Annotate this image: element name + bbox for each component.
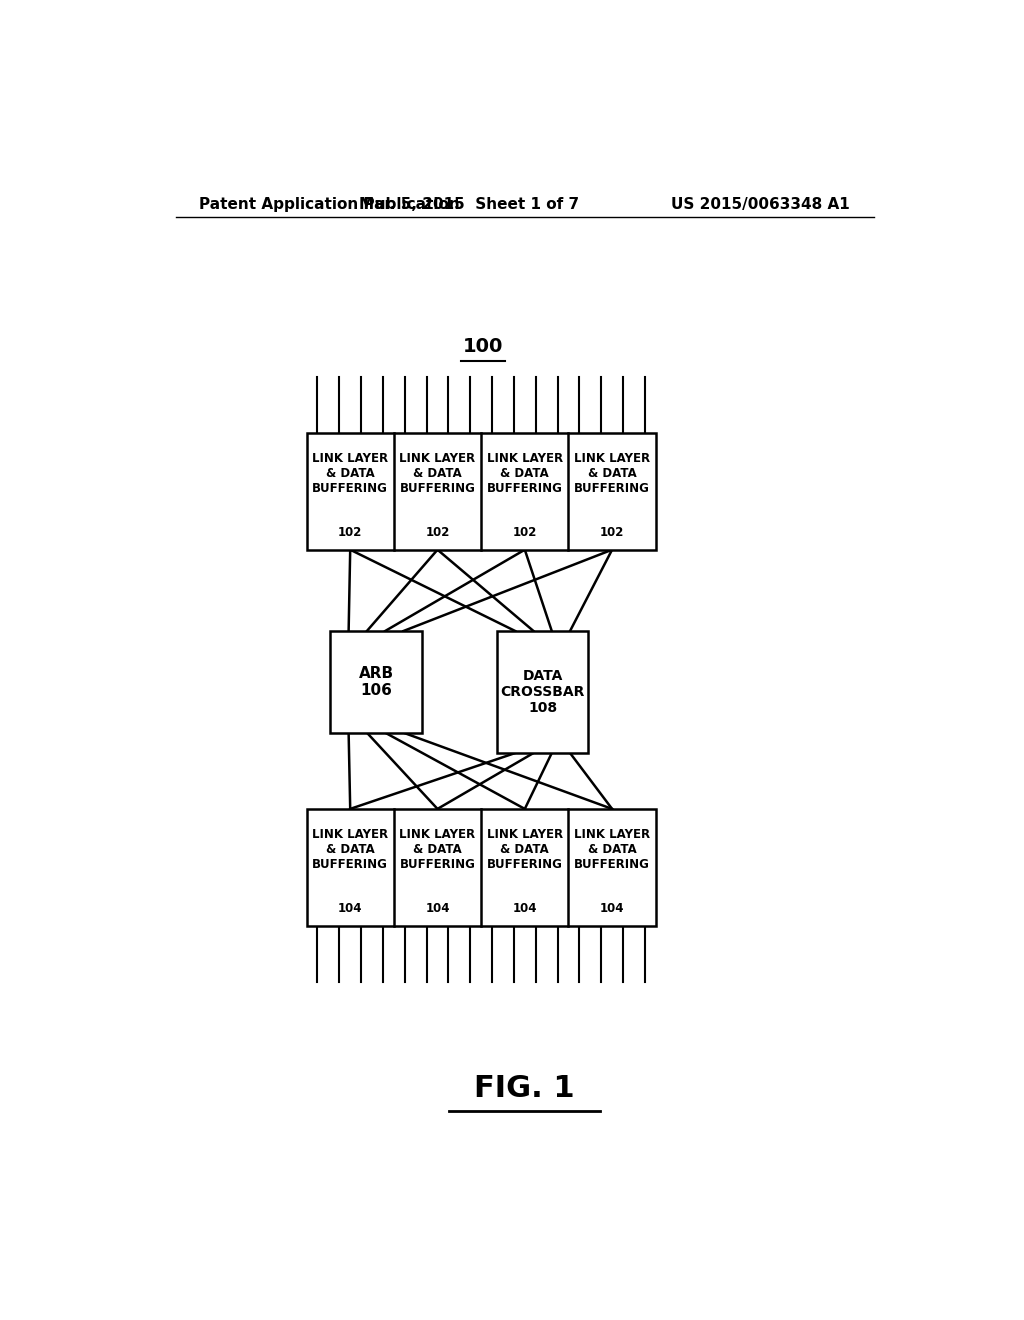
- Text: ARB
106: ARB 106: [358, 665, 393, 698]
- Text: 104: 104: [513, 902, 537, 915]
- Text: Mar. 5, 2015  Sheet 1 of 7: Mar. 5, 2015 Sheet 1 of 7: [359, 197, 580, 211]
- Text: LINK LAYER
& DATA
BUFFERING: LINK LAYER & DATA BUFFERING: [399, 829, 475, 871]
- Text: DATA
CROSSBAR
108: DATA CROSSBAR 108: [501, 669, 585, 715]
- Text: US 2015/0063348 A1: US 2015/0063348 A1: [672, 197, 850, 211]
- Text: 102: 102: [513, 525, 537, 539]
- Text: LINK LAYER
& DATA
BUFFERING: LINK LAYER & DATA BUFFERING: [312, 453, 388, 495]
- Text: LINK LAYER
& DATA
BUFFERING: LINK LAYER & DATA BUFFERING: [312, 829, 388, 871]
- Bar: [497, 631, 589, 752]
- Text: Patent Application Publication: Patent Application Publication: [200, 197, 460, 211]
- Text: LINK LAYER
& DATA
BUFFERING: LINK LAYER & DATA BUFFERING: [486, 829, 563, 871]
- Text: 102: 102: [338, 525, 362, 539]
- Text: 104: 104: [425, 902, 450, 915]
- Text: 104: 104: [338, 902, 362, 915]
- Text: 104: 104: [600, 902, 625, 915]
- Text: 100: 100: [463, 337, 503, 356]
- Text: LINK LAYER
& DATA
BUFFERING: LINK LAYER & DATA BUFFERING: [574, 453, 650, 495]
- Text: 102: 102: [425, 525, 450, 539]
- Text: LINK LAYER
& DATA
BUFFERING: LINK LAYER & DATA BUFFERING: [486, 453, 563, 495]
- Text: FIG. 1: FIG. 1: [474, 1074, 575, 1104]
- Bar: [306, 433, 655, 549]
- Text: 102: 102: [600, 525, 625, 539]
- Text: LINK LAYER
& DATA
BUFFERING: LINK LAYER & DATA BUFFERING: [399, 453, 475, 495]
- Bar: [331, 631, 422, 733]
- Text: LINK LAYER
& DATA
BUFFERING: LINK LAYER & DATA BUFFERING: [574, 829, 650, 871]
- Bar: [306, 809, 655, 925]
